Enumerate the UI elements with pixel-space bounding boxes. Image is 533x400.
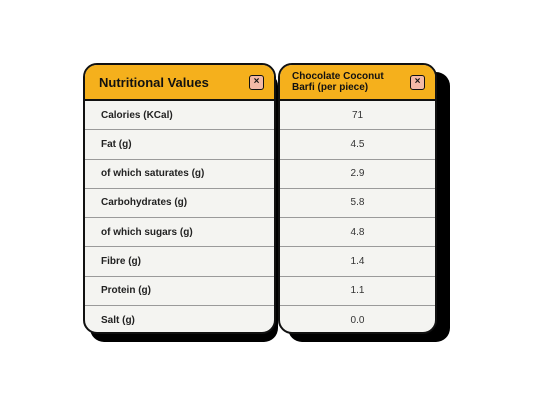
nutrient-value: 1.4 [280,247,435,277]
nutrient-label: Protein (g) [85,277,274,306]
nutritional-values-header: Nutritional Values × [85,65,274,101]
nutrient-value: 2.9 [280,160,435,189]
nutrient-label: Calories (KCal) [85,101,274,131]
nutrient-value: 71 [280,101,435,131]
nutrient-label: of which saturates (g) [85,160,274,189]
nutritional-values-card: Nutritional Values × Calories (KCal) Fat… [83,63,276,334]
nutrient-value: 4.5 [280,130,435,160]
value-list: 71 4.5 2.9 5.8 4.8 1.4 1.1 0.0 [280,101,435,332]
nutrient-list: Calories (KCal) Fat (g) of which saturat… [85,101,274,332]
nutrient-label: Fibre (g) [85,247,274,277]
product-values-header: Chocolate Coconut Barfi (per piece) × [280,65,435,101]
nutrient-value: 0.0 [350,314,365,326]
nutrient-label: Fat (g) [85,130,274,160]
nutrient-label: Carbohydrates (g) [85,189,274,218]
nutrient-label: of which sugars (g) [85,218,274,248]
product-values-card: Chocolate Coconut Barfi (per piece) × 71… [278,63,437,334]
close-icon[interactable]: × [249,74,264,90]
nutrient-value: 1.1 [280,277,435,306]
product-title: Chocolate Coconut Barfi (per piece) [292,71,384,93]
close-icon[interactable]: × [410,74,425,90]
nutrient-label: Salt (g) [101,314,135,326]
nutrient-value: 4.8 [280,218,435,248]
nutritional-values-title: Nutritional Values [99,74,209,90]
nutrient-value: 5.8 [280,189,435,218]
